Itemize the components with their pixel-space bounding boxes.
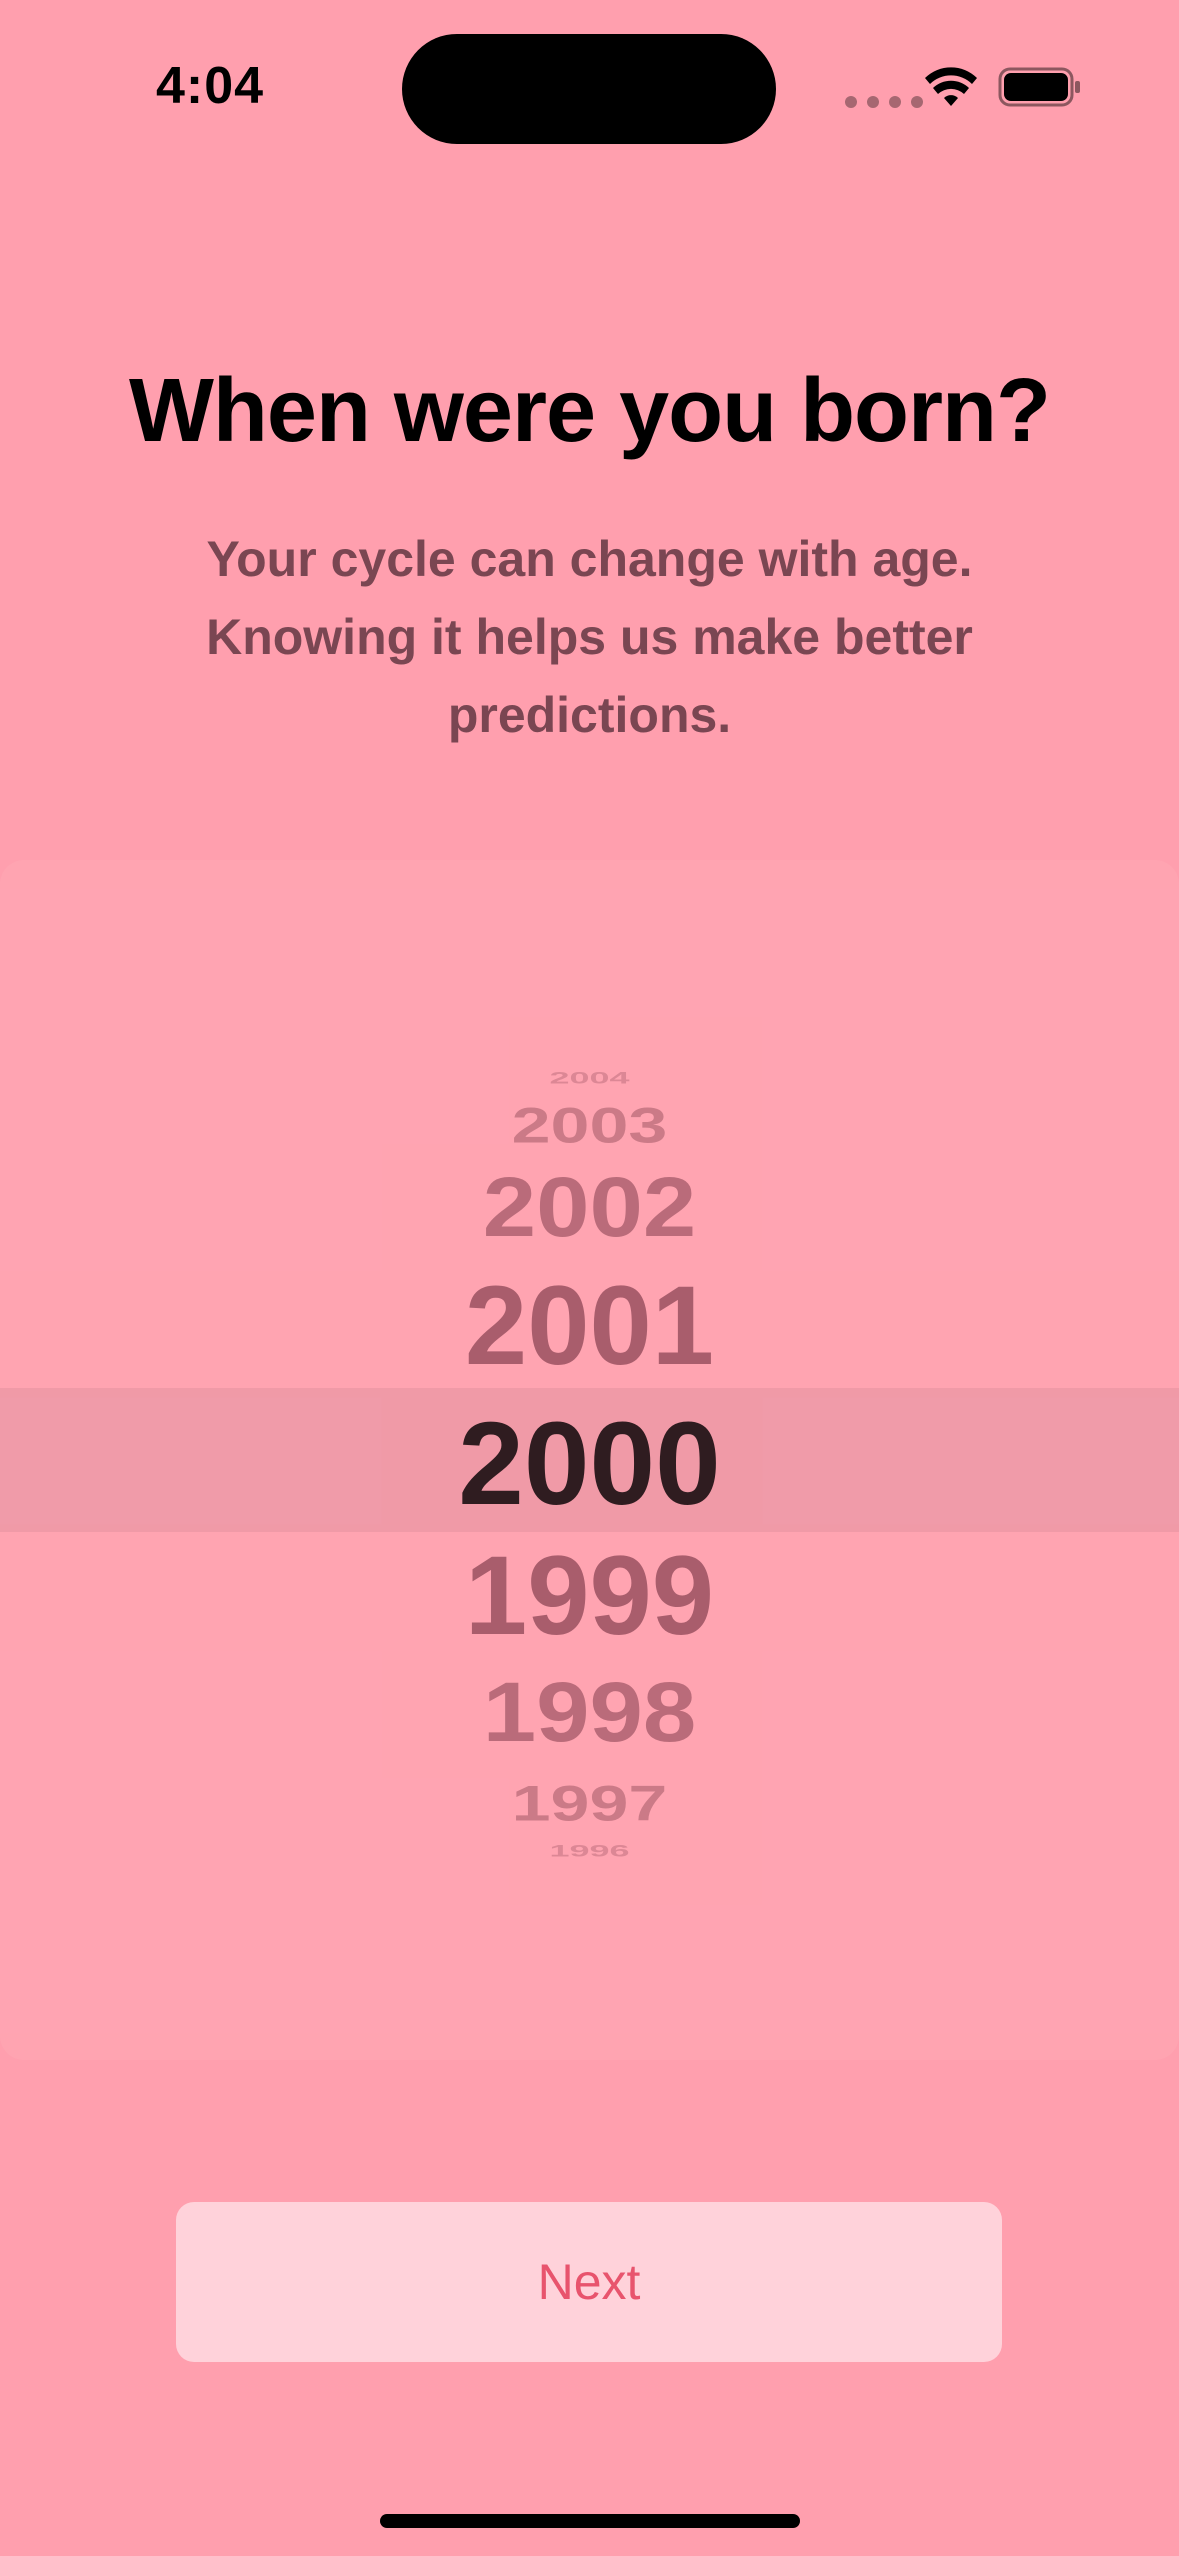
status-time: 4:04 [156,57,265,115]
page-title: When were you born? [128,361,1051,461]
picker-item[interactable]: 2004 [549,1068,630,1087]
page-subtitle: Your cycle can change with age. Knowing … [206,531,973,743]
dynamic-island [402,34,776,144]
picker-item[interactable]: 1996 [549,1841,630,1860]
picker-item-selected[interactable]: 2000 [458,1398,721,1530]
picker-item[interactable]: 2003 [511,1096,668,1154]
picker-item[interactable]: 2001 [464,1263,715,1388]
picker-selection-highlight [0,1388,1179,1532]
home-indicator [380,2514,800,2528]
picker-item[interactable]: 1997 [511,1774,668,1832]
picker-item[interactable]: 1998 [482,1665,697,1760]
next-button[interactable]: Next [176,2202,1002,2362]
battery-icon [998,67,1080,107]
picker-item[interactable]: 2002 [482,1160,697,1255]
year-picker[interactable] [0,860,1179,2060]
signal-dots-icon [845,96,923,108]
wifi-icon [925,67,977,106]
picker-item[interactable]: 1999 [464,1533,715,1658]
